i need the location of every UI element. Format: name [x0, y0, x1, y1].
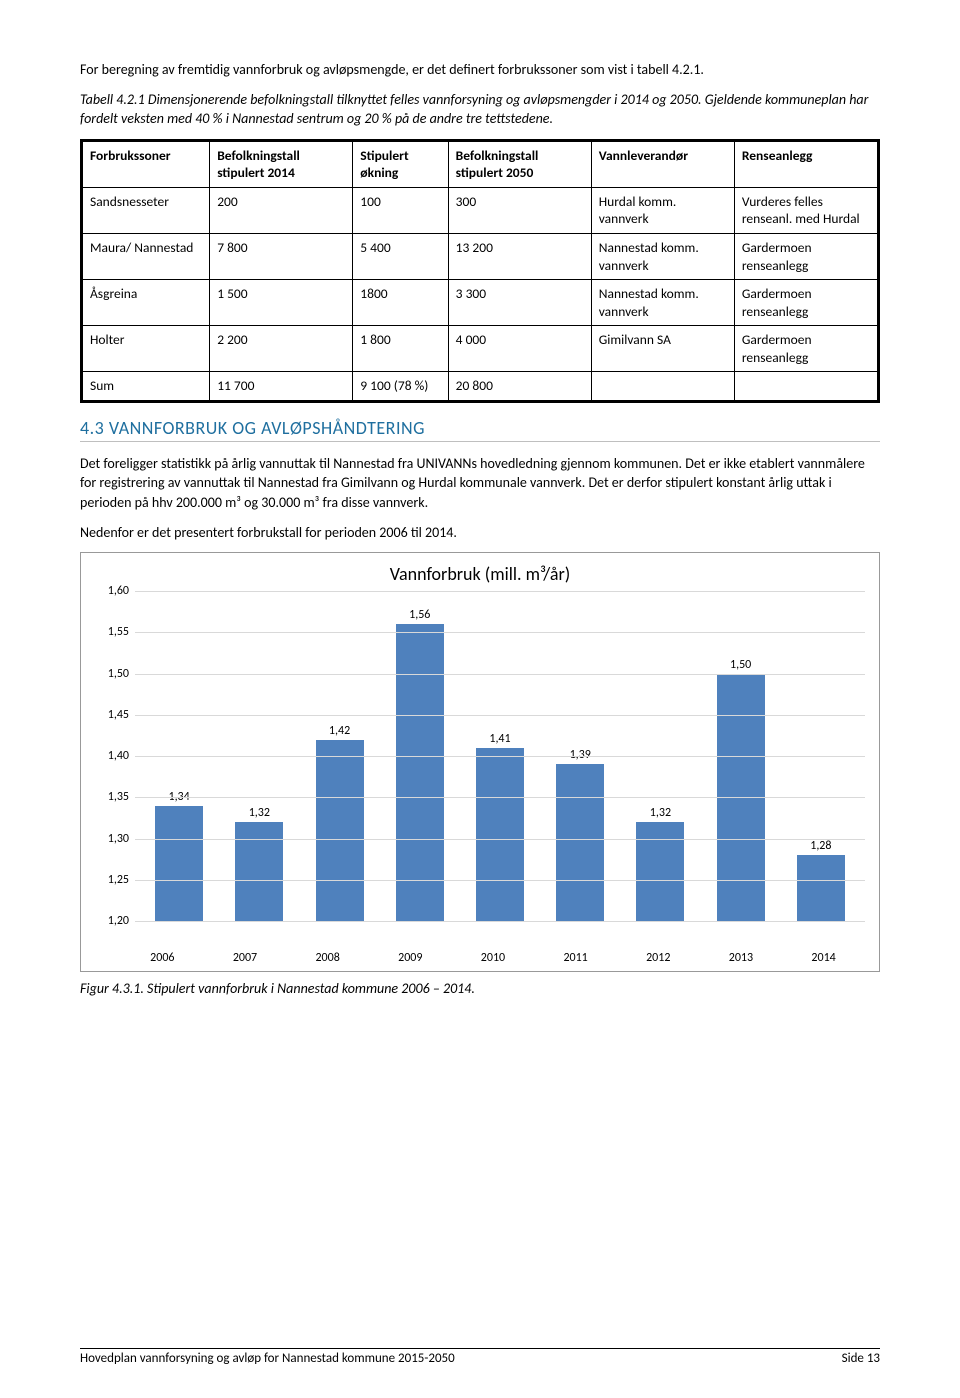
table-cell: 300 — [448, 187, 591, 233]
table-row: Sum11 7009 100 (78 %)20 800 — [83, 372, 878, 401]
x-axis-label: 2007 — [208, 951, 282, 965]
x-axis-label: 2010 — [456, 951, 530, 965]
forbrukssoner-table: ForbrukssonerBefolkningstall stipulert 2… — [80, 139, 880, 403]
table-cell: Åsgreina — [83, 280, 210, 326]
bar-value-label: 1,32 — [650, 806, 671, 820]
page-footer: Hovedplan vannforsyning og avløp for Nan… — [80, 1348, 880, 1366]
body-paragraph-2: Nedenfor er det presentert forbrukstall … — [80, 523, 880, 543]
vannforbruk-chart: Vannforbruk (mill. m³/år) 1,34 1,32 1,42 1,… — [80, 552, 880, 972]
table-cell: 2 200 — [210, 326, 353, 372]
table-cell: 3 300 — [448, 280, 591, 326]
bar-value-label: 1,32 — [249, 806, 270, 820]
y-axis-label: 1,20 — [95, 914, 129, 928]
table-cell: Gardermoen renseanlegg — [734, 280, 877, 326]
table-cell: Vurderes felles renseanl. med Hurdal — [734, 187, 877, 233]
footer-doc-title: Hovedplan vannforsyning og avløp for Nan… — [80, 1351, 455, 1366]
figure-caption: Figur 4.3.1. Stipulert vannforbruk i Nan… — [80, 980, 880, 997]
table-cell: 1 500 — [210, 280, 353, 326]
x-axis-label: 2011 — [538, 951, 612, 965]
x-axis-label: 2014 — [786, 951, 860, 965]
x-axis-label: 2012 — [621, 951, 695, 965]
chart-bar: 1,34 — [143, 790, 215, 922]
table-row: Sandsnesseter200100300Hurdal komm. vannv… — [83, 187, 878, 233]
chart-bar: 1,42 — [303, 724, 375, 922]
x-axis-label: 2006 — [125, 951, 199, 965]
chart-bar: 1,32 — [223, 806, 295, 921]
table-header: Stipulert økning — [353, 141, 448, 187]
y-axis-label: 1,50 — [95, 667, 129, 681]
intro-paragraph: For beregning av fremtidig vannforbruk o… — [80, 60, 880, 80]
table-cell: Gimilvann SA — [591, 326, 734, 372]
table-cell: Sum — [83, 372, 210, 401]
table-cell: Nannestad komm. vannverk — [591, 233, 734, 279]
chart-title: Vannforbruk (mill. m³/år) — [95, 563, 865, 585]
bar-value-label: 1,41 — [489, 732, 510, 746]
section-heading: 4.3 VANNFORBRUK OG AVLØPSHÅNDTERING — [80, 417, 880, 442]
x-axis-label: 2009 — [373, 951, 447, 965]
table-row: Maura/ Nannestad7 8005 40013 200Nannesta… — [83, 233, 878, 279]
table-header: Forbrukssoner — [83, 141, 210, 187]
x-axis-label: 2008 — [290, 951, 364, 965]
y-axis-label: 1,60 — [95, 584, 129, 598]
table-caption: Tabell 4.2.1 Dimensjonerende befolknings… — [80, 90, 880, 129]
y-axis-label: 1,25 — [95, 873, 129, 887]
table-cell: 1800 — [353, 280, 448, 326]
table-cell: Gardermoen renseanlegg — [734, 233, 877, 279]
bar-value-label: 1,28 — [810, 839, 831, 853]
table-cell: 1 800 — [353, 326, 448, 372]
chart-bar: 1,39 — [544, 748, 616, 921]
chart-bar: 1,56 — [384, 608, 456, 921]
bar-value-label: 1,42 — [329, 724, 350, 738]
table-cell: Holter — [83, 326, 210, 372]
table-cell: 13 200 — [448, 233, 591, 279]
chart-bar: 1,41 — [464, 732, 536, 921]
bar-value-label: 1,56 — [409, 608, 430, 622]
x-axis-label: 2013 — [704, 951, 778, 965]
bar-value-label: 1,50 — [730, 658, 751, 672]
table-cell: Sandsnesseter — [83, 187, 210, 233]
table-header: Befolkningstall stipulert 2050 — [448, 141, 591, 187]
table-cell: 20 800 — [448, 372, 591, 401]
table-cell: Gardermoen renseanlegg — [734, 326, 877, 372]
table-cell: Nannestad komm. vannverk — [591, 280, 734, 326]
table-row: Holter2 2001 8004 000Gimilvann SAGarderm… — [83, 326, 878, 372]
table-cell: 11 700 — [210, 372, 353, 401]
table-cell — [734, 372, 877, 401]
table-cell: 9 100 (78 %) — [353, 372, 448, 401]
body-paragraph-1: Det foreligger statistikk på årlig vannu… — [80, 454, 880, 513]
table-cell: 4 000 — [448, 326, 591, 372]
table-cell — [591, 372, 734, 401]
table-cell: 7 800 — [210, 233, 353, 279]
table-header: Vannleverandør — [591, 141, 734, 187]
table-cell: 200 — [210, 187, 353, 233]
table-cell: Hurdal komm. vannverk — [591, 187, 734, 233]
table-header: Renseanlegg — [734, 141, 877, 187]
chart-bar: 1,50 — [705, 658, 777, 922]
table-row: Åsgreina1 50018003 300Nannestad komm. va… — [83, 280, 878, 326]
table-cell: Maura/ Nannestad — [83, 233, 210, 279]
y-axis-label: 1,55 — [95, 625, 129, 639]
y-axis-label: 1,30 — [95, 832, 129, 846]
table-cell: 100 — [353, 187, 448, 233]
table-cell: 5 400 — [353, 233, 448, 279]
y-axis-label: 1,40 — [95, 749, 129, 763]
table-header: Befolkningstall stipulert 2014 — [210, 141, 353, 187]
y-axis-label: 1,35 — [95, 790, 129, 804]
chart-bar: 1,32 — [624, 806, 696, 921]
footer-page-number: Side 13 — [842, 1351, 880, 1366]
y-axis-label: 1,45 — [95, 708, 129, 722]
